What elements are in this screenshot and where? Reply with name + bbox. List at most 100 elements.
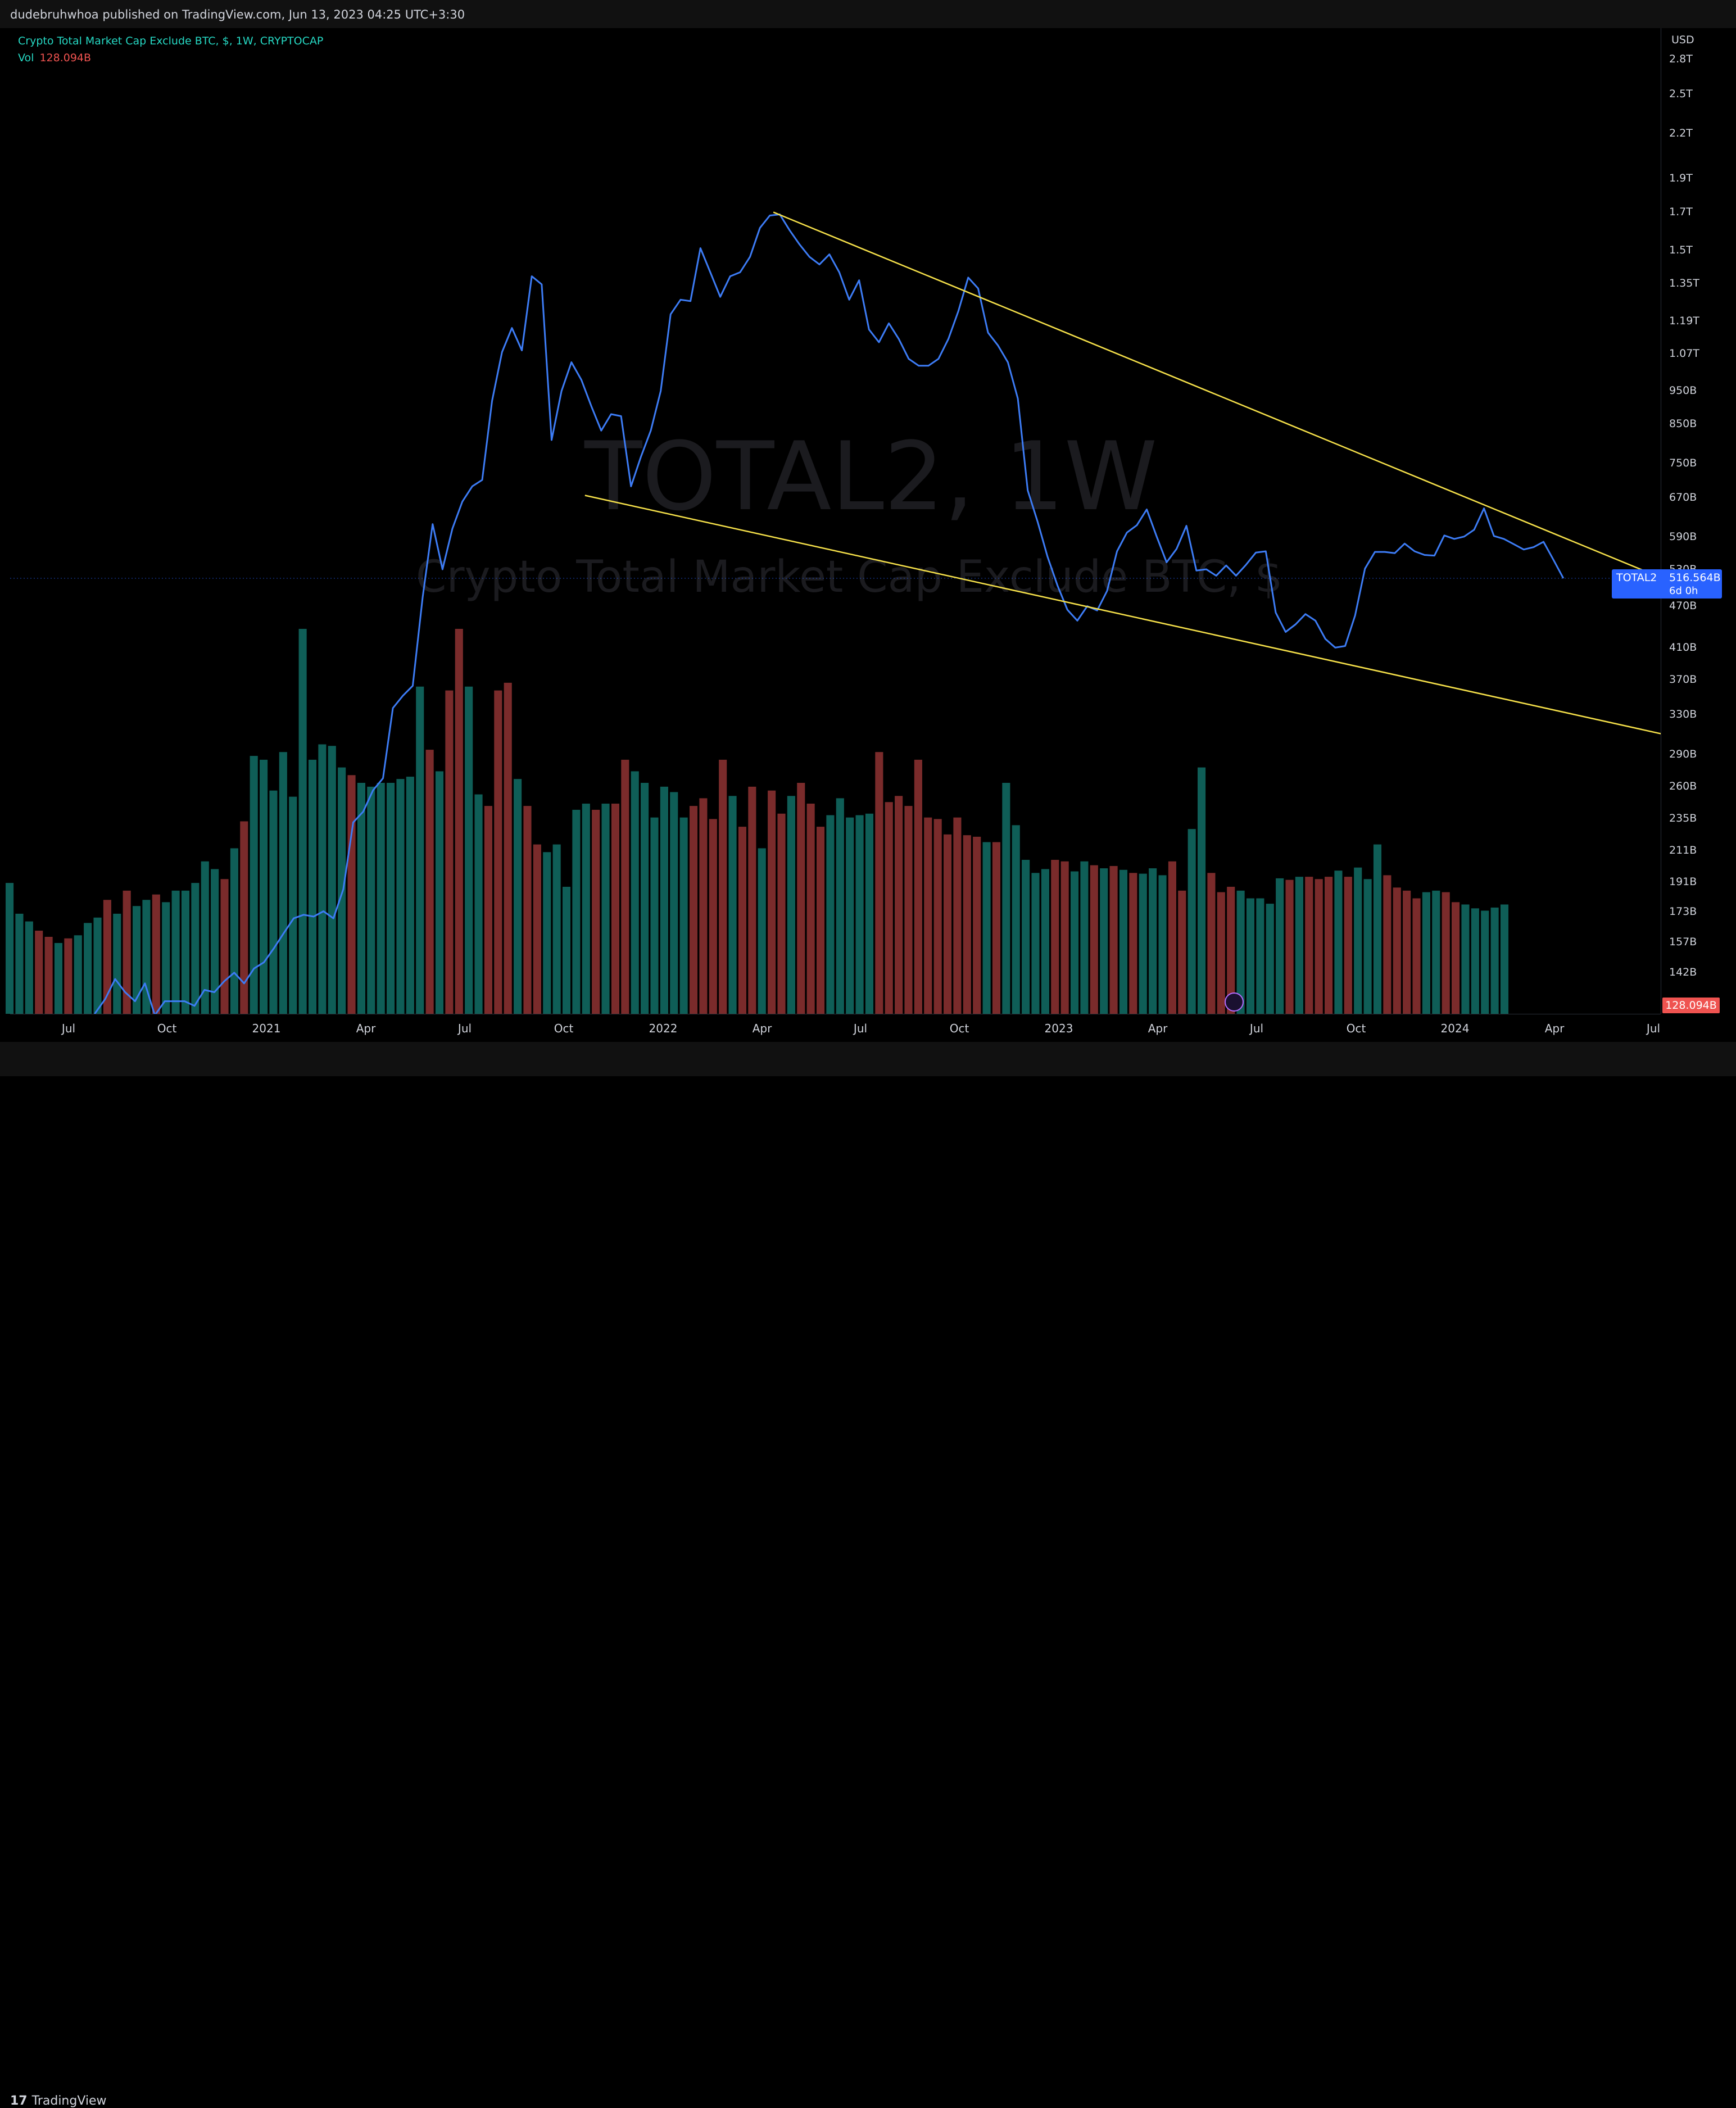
time-tick-label: 2023 bbox=[1044, 1022, 1073, 1035]
volume-bar bbox=[1452, 902, 1460, 1014]
volume-bar bbox=[1129, 873, 1137, 1014]
volume-bar bbox=[338, 767, 346, 1014]
price-tick-label: 370B bbox=[1669, 673, 1697, 686]
price-tick-label: 290B bbox=[1669, 748, 1697, 760]
volume-bar bbox=[93, 917, 102, 1014]
time-tick-label: Jul bbox=[457, 1022, 472, 1035]
volume-bar bbox=[885, 802, 893, 1014]
volume-bar bbox=[357, 783, 365, 1014]
publish-bar: dudebruhwhoa published on TradingView.co… bbox=[0, 0, 1736, 28]
volume-bar bbox=[113, 913, 121, 1014]
volume-bar bbox=[367, 786, 375, 1014]
volume-bar bbox=[74, 935, 82, 1014]
price-tick-label: 1.07T bbox=[1669, 347, 1699, 360]
volume-bar bbox=[260, 759, 268, 1014]
volume-bar bbox=[1354, 867, 1362, 1014]
volume-bar bbox=[1168, 861, 1176, 1014]
volume-bar bbox=[250, 756, 258, 1014]
time-tick-label: Oct bbox=[157, 1022, 177, 1035]
volume-bar bbox=[1198, 767, 1206, 1014]
price-tick-label: 260B bbox=[1669, 780, 1697, 792]
price-tick-label: 590B bbox=[1669, 531, 1697, 543]
symbol-legend[interactable]: Crypto Total Market Cap Exclude BTC, $, … bbox=[18, 35, 324, 47]
brand-name: TradingView bbox=[31, 2094, 107, 2108]
volume-bar bbox=[465, 686, 473, 1014]
volume-bar bbox=[1363, 879, 1372, 1014]
volume-bar bbox=[152, 894, 160, 1014]
volume-bar bbox=[670, 792, 678, 1014]
price-tick-label: 142B bbox=[1669, 966, 1697, 978]
volume-bar bbox=[679, 817, 688, 1014]
volume-bar bbox=[1412, 898, 1421, 1014]
volume-bar bbox=[484, 806, 492, 1014]
price-tick-label: 2.8T bbox=[1669, 53, 1693, 65]
volume-bar bbox=[1500, 904, 1509, 1014]
volume-bar bbox=[1139, 873, 1147, 1014]
volume-bar bbox=[445, 690, 454, 1014]
last-price-tag: TOTAL2 516.564B 6d 0h bbox=[1612, 569, 1722, 599]
volume-bar bbox=[387, 783, 395, 1014]
currency-label: USD bbox=[1671, 34, 1694, 46]
volume-bar bbox=[435, 771, 444, 1014]
volume-bar bbox=[1305, 877, 1313, 1014]
time-tick-label: Apr bbox=[356, 1022, 376, 1035]
volume-bar bbox=[689, 806, 698, 1014]
volume-bar bbox=[54, 942, 63, 1014]
volume-bar bbox=[289, 796, 297, 1014]
volume-bar bbox=[787, 796, 795, 1014]
price-tick-label: 750B bbox=[1669, 457, 1697, 469]
watermark-description: Crypto Total Market Cap Exclude BTC, $ bbox=[416, 552, 1283, 602]
time-tick-label: Jul bbox=[1646, 1022, 1661, 1035]
volume-bar bbox=[631, 771, 639, 1014]
volume-bar bbox=[982, 842, 991, 1014]
volume-bar bbox=[406, 777, 414, 1014]
volume-bar bbox=[611, 803, 620, 1014]
footer-bar: 17 TradingView bbox=[0, 1042, 1736, 2108]
volume-bar bbox=[84, 923, 92, 1014]
volume-bar bbox=[1471, 908, 1479, 1014]
volume-bar bbox=[1119, 869, 1128, 1014]
volume-bar bbox=[1383, 875, 1391, 1014]
volume-bar bbox=[943, 834, 952, 1014]
volume-bar bbox=[562, 886, 571, 1014]
time-tick-label: Oct bbox=[1346, 1022, 1366, 1035]
volume-bar bbox=[1295, 877, 1303, 1014]
volume-bar bbox=[748, 786, 756, 1014]
volume-bar bbox=[35, 931, 43, 1014]
volume-bar bbox=[181, 890, 190, 1014]
price-axis[interactable] bbox=[1661, 28, 1736, 1014]
total2-price-line bbox=[84, 214, 1565, 1033]
price-tick-label: 1.9T bbox=[1669, 172, 1693, 184]
volume-bar bbox=[895, 796, 903, 1014]
volume-bar bbox=[650, 817, 659, 1014]
volume-bar bbox=[1266, 904, 1274, 1014]
volume-bar bbox=[308, 759, 317, 1014]
volume-bar bbox=[396, 779, 405, 1014]
price-tick-label: 410B bbox=[1669, 641, 1697, 654]
volume-bar bbox=[836, 798, 844, 1014]
volume-legend[interactable]: Vol 128.094B bbox=[18, 52, 91, 64]
time-tick-label: Jul bbox=[61, 1022, 76, 1035]
volume-bar bbox=[582, 803, 590, 1014]
time-tick-label: Apr bbox=[752, 1022, 772, 1035]
volume-bar bbox=[992, 842, 1001, 1014]
volume-bar bbox=[846, 817, 854, 1014]
price-tick-label: 1.35T bbox=[1669, 277, 1699, 289]
time-axis[interactable] bbox=[10, 1014, 1661, 1042]
time-tick-label: Oct bbox=[554, 1022, 574, 1035]
volume-bar bbox=[914, 759, 922, 1014]
volume-bar bbox=[533, 844, 541, 1014]
volume-bar bbox=[709, 819, 717, 1014]
volume-bar bbox=[904, 806, 913, 1014]
bar-countdown: 6d 0h bbox=[1669, 585, 1698, 597]
volume-bar bbox=[474, 794, 483, 1014]
volume-bar bbox=[1100, 868, 1108, 1014]
time-tick-label: Oct bbox=[949, 1022, 969, 1035]
volume-bar bbox=[6, 883, 14, 1014]
volume-bar bbox=[973, 836, 981, 1014]
volume-bar bbox=[328, 746, 336, 1014]
tradingview-logo[interactable]: 17 TradingView bbox=[10, 2094, 107, 2108]
lower-trendline bbox=[584, 495, 1736, 751]
volume-bar bbox=[1227, 886, 1235, 1014]
volume-bar bbox=[25, 921, 33, 1014]
